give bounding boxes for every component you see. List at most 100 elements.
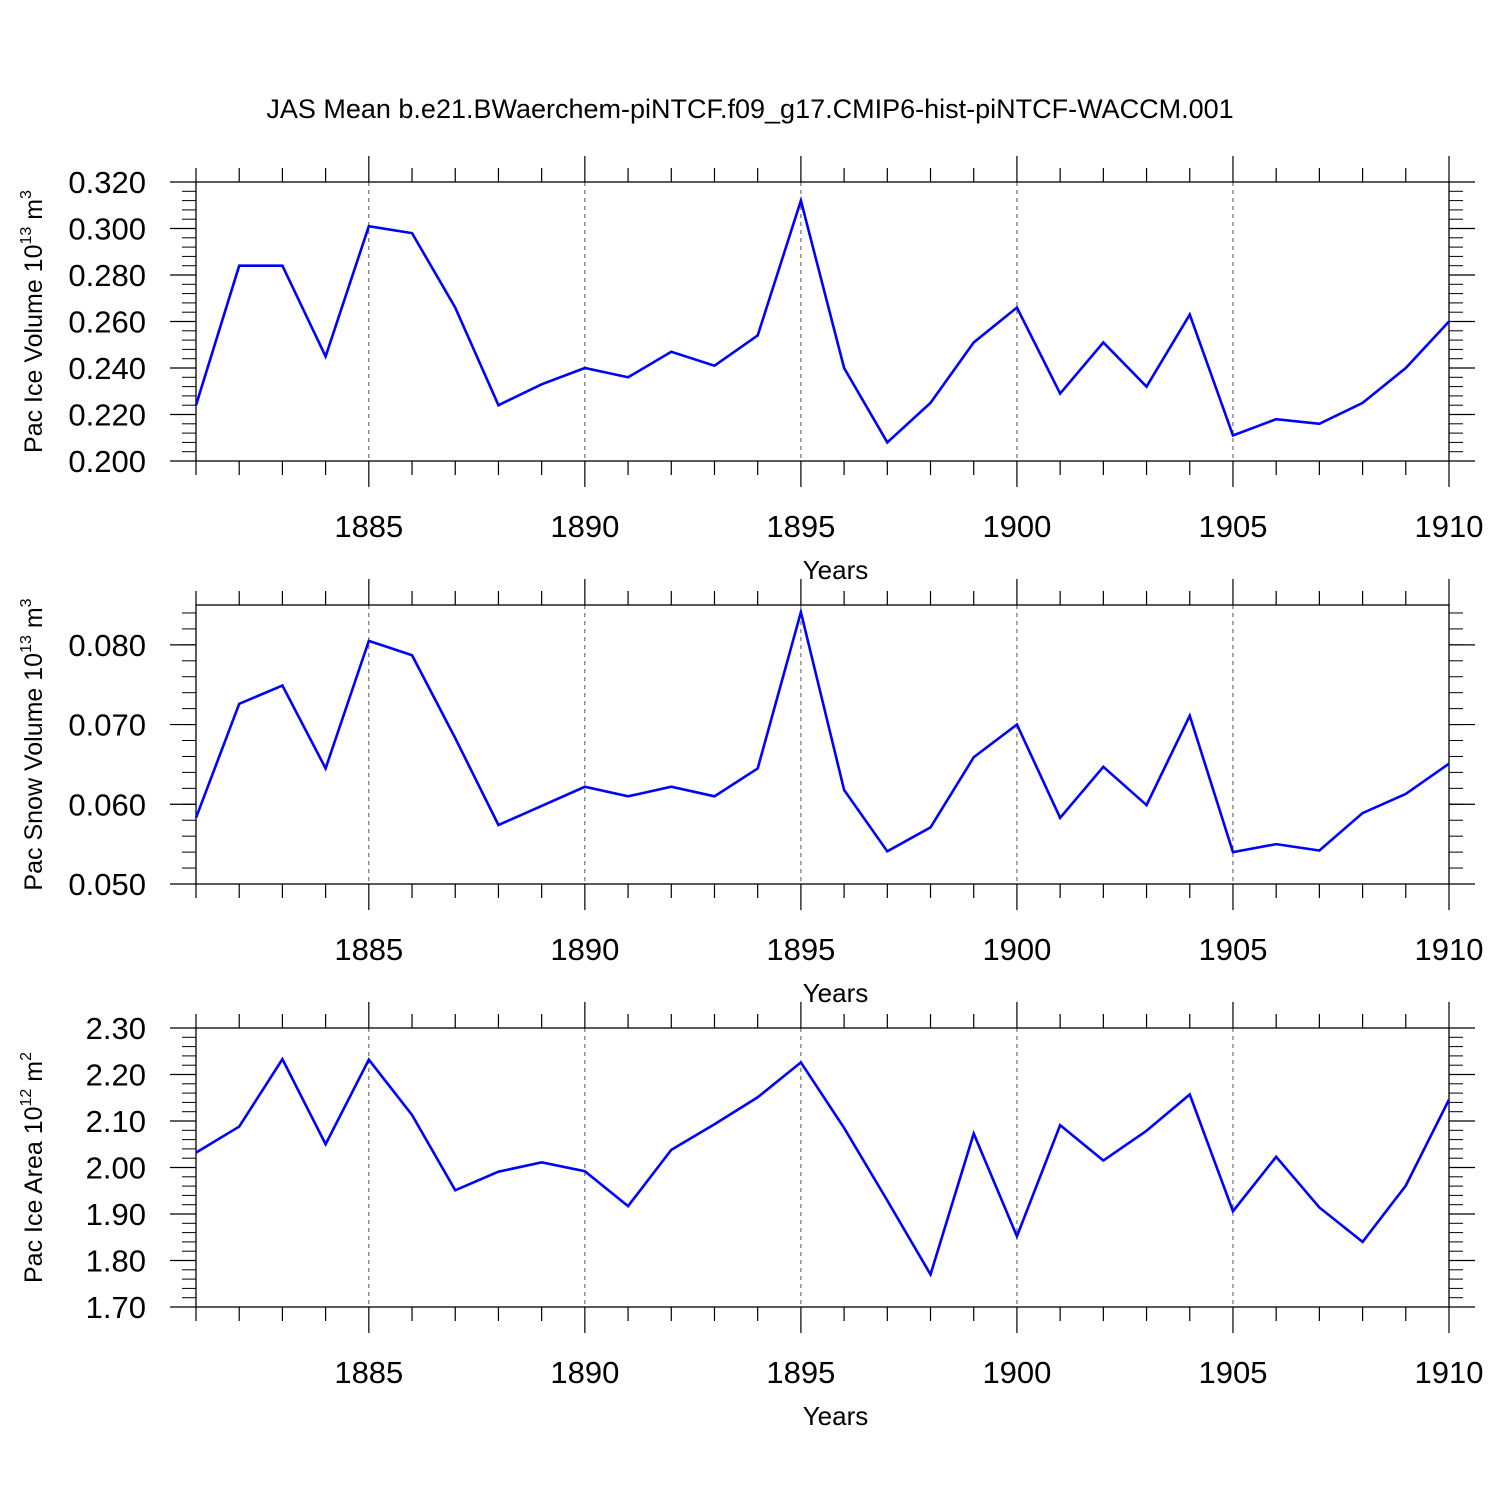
data-point xyxy=(713,795,715,797)
data-point xyxy=(1059,817,1061,819)
data-point xyxy=(886,441,888,443)
data-point xyxy=(1232,434,1234,436)
data-point xyxy=(713,364,715,366)
data-point xyxy=(324,767,326,769)
data-point xyxy=(540,1161,542,1163)
x-tick-label: 1885 xyxy=(334,509,403,544)
data-point xyxy=(454,306,456,308)
y-tick-label: 0.220 xyxy=(68,398,146,433)
data-point xyxy=(756,767,758,769)
data-point xyxy=(497,1170,499,1172)
x-tick-label: 1910 xyxy=(1415,1355,1484,1390)
data-point xyxy=(843,367,845,369)
x-tick-label: 1900 xyxy=(982,509,1051,544)
data-point xyxy=(1448,762,1450,764)
x-tick-label: 1905 xyxy=(1198,509,1267,544)
data-point xyxy=(973,756,975,758)
data-point xyxy=(1189,313,1191,315)
x-tick-label: 1900 xyxy=(982,932,1051,967)
data-point xyxy=(540,383,542,385)
data-point xyxy=(670,1149,672,1151)
data-point xyxy=(1059,392,1061,394)
y-tick-label: 0.300 xyxy=(68,212,146,247)
data-point xyxy=(368,1058,370,1060)
data-point xyxy=(1275,1156,1277,1158)
data-point xyxy=(324,355,326,357)
x-tick-label: 1885 xyxy=(334,1355,403,1390)
series-line xyxy=(194,606,1450,854)
y-tick-label: 0.070 xyxy=(68,708,146,743)
data-point xyxy=(670,351,672,353)
data-point xyxy=(1016,723,1018,725)
data-point xyxy=(324,1143,326,1145)
panel-1: 1885 1890 1895 1900 1905 1910 0.200 0.220 0.240 0… xyxy=(18,156,1483,585)
data-point xyxy=(1016,1235,1018,1237)
data-point xyxy=(627,795,629,797)
series-line xyxy=(194,195,1450,445)
series-line xyxy=(195,1056,1451,1278)
y-tick-label: 2.10 xyxy=(86,1104,146,1139)
data-point xyxy=(238,703,240,705)
data-point xyxy=(411,232,413,234)
y-tick-label: 0.280 xyxy=(68,258,146,293)
data-point xyxy=(1361,812,1363,814)
data-point xyxy=(281,265,283,267)
data-point xyxy=(584,367,586,369)
x-tick-label: 1910 xyxy=(1415,932,1484,967)
data-point xyxy=(497,824,499,826)
data-point xyxy=(627,376,629,378)
y-tick-label: 2.30 xyxy=(86,1011,146,1046)
data-point xyxy=(756,1096,758,1098)
data-point xyxy=(843,789,845,791)
x-tick-label: 1890 xyxy=(550,509,619,544)
data-point xyxy=(368,225,370,227)
x-tick-label: 1900 xyxy=(982,1355,1051,1390)
data-point xyxy=(1102,766,1104,768)
y-tick-label: 0.080 xyxy=(68,628,146,663)
data-point xyxy=(584,1170,586,1172)
x-tick-label: 1885 xyxy=(334,932,403,967)
y-tick-label: 0.320 xyxy=(68,165,146,200)
data-point xyxy=(238,1125,240,1127)
data-point xyxy=(800,199,802,201)
x-tick-label: 1895 xyxy=(766,509,835,544)
data-point xyxy=(281,1058,283,1060)
data-point xyxy=(800,1061,802,1063)
data-point xyxy=(713,1123,715,1125)
data-point xyxy=(238,265,240,267)
y-tick-label: 1.90 xyxy=(86,1197,146,1232)
data-point xyxy=(1189,1093,1191,1095)
data-point xyxy=(886,1199,888,1201)
data-point xyxy=(1405,1184,1407,1186)
y-tick-label: 0.200 xyxy=(68,444,146,479)
data-point xyxy=(973,1132,975,1134)
x-tick-label: 1890 xyxy=(550,932,619,967)
data-point xyxy=(1448,1098,1450,1100)
data-point xyxy=(411,1114,413,1116)
data-point xyxy=(1102,341,1104,343)
data-point xyxy=(1145,1130,1147,1132)
data-point xyxy=(929,826,931,828)
data-point xyxy=(1275,843,1277,845)
x-tick-label: 1890 xyxy=(550,1355,619,1390)
data-point xyxy=(1059,1124,1061,1126)
y-tick-label: 1.70 xyxy=(86,1290,146,1325)
x-axis-title: Years xyxy=(803,1401,869,1431)
data-point xyxy=(627,1205,629,1207)
data-point xyxy=(1448,320,1450,322)
data-point xyxy=(454,1189,456,1191)
data-point xyxy=(670,786,672,788)
y-tick-label: 0.260 xyxy=(68,305,146,340)
data-point xyxy=(1016,306,1018,308)
data-point xyxy=(497,404,499,406)
panel-3: 1885 1890 1895 1900 1905 1910 1.70 1.80 1.90 2.00… xyxy=(18,1002,1483,1431)
y-axis-title: Pac Snow Volume 1013 m3 xyxy=(18,598,48,890)
x-tick-label: 1905 xyxy=(1198,1355,1267,1390)
data-point xyxy=(1189,715,1191,717)
panel-2: 1885 1890 1895 1900 1905 1910 0.050 0.060 0.070 0… xyxy=(18,579,1483,1008)
data-point xyxy=(1405,367,1407,369)
data-point xyxy=(1145,385,1147,387)
data-point xyxy=(1102,1159,1104,1161)
